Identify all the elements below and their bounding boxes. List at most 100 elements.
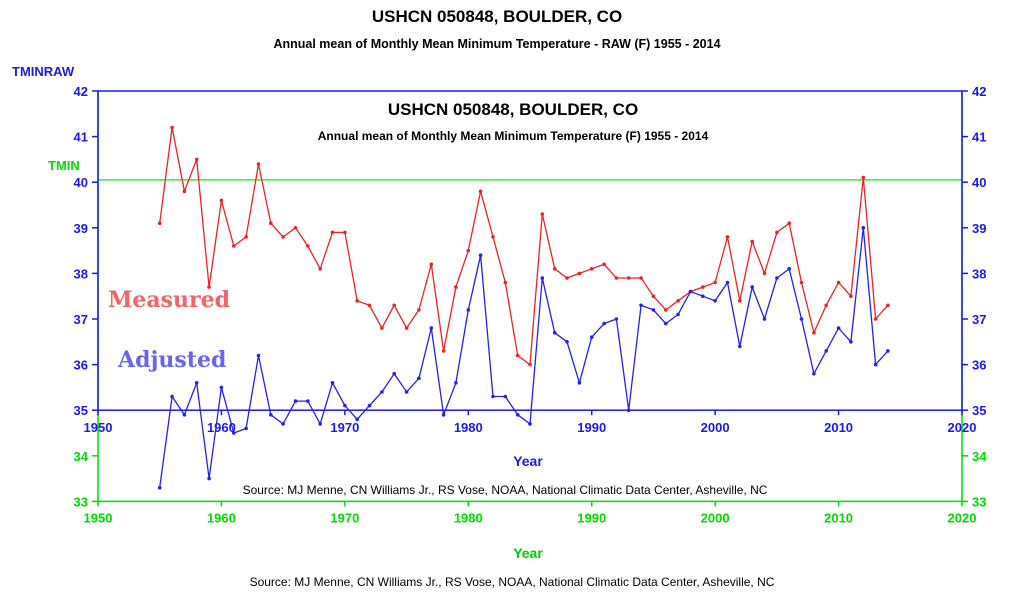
- data-point-adjusted: [232, 431, 236, 435]
- data-point-measured: [170, 125, 174, 130]
- outer-x-tick-label: 2020: [948, 510, 977, 525]
- data-point-measured: [602, 262, 606, 267]
- data-point-adjusted: [244, 426, 248, 431]
- data-point-adjusted: [392, 371, 397, 376]
- outer-x-tick-label: 2000: [701, 510, 730, 525]
- data-point-measured: [194, 157, 199, 162]
- outer-y-tick-label-left: 37: [74, 312, 88, 327]
- outer-y-tick-label-left: 40: [74, 175, 88, 190]
- data-point-measured: [491, 235, 495, 239]
- inner-x-tick-label: 2020: [948, 420, 977, 435]
- data-point-adjusted: [194, 381, 199, 385]
- data-point-adjusted: [380, 390, 384, 394]
- data-point-measured: [577, 271, 582, 276]
- data-point-measured: [849, 294, 853, 299]
- data-point-adjusted: [454, 381, 458, 385]
- data-point-adjusted: [626, 408, 631, 413]
- inner-x-tick-label: 2010: [824, 420, 853, 435]
- data-point-measured: [664, 308, 668, 312]
- data-point-adjusted: [836, 326, 841, 330]
- inner-x-tick-label: 1960: [207, 420, 236, 435]
- outer-y-tick-label-right: 33: [972, 494, 986, 509]
- data-point-adjusted: [170, 394, 174, 399]
- data-point-adjusted: [688, 289, 693, 294]
- data-point-measured: [540, 212, 545, 216]
- data-point-adjusted: [330, 381, 335, 385]
- data-point-measured: [565, 276, 569, 280]
- data-point-measured: [269, 221, 273, 225]
- outer-y-label: TMINRAW: [12, 64, 75, 79]
- adjusted-label: Adjusted: [117, 347, 226, 373]
- outer-title: USHCN 050848, BOULDER, CO: [372, 7, 622, 26]
- inner-source: Source: MJ Menne, CN Williams Jr., RS Vo…: [243, 483, 768, 497]
- data-point-adjusted: [664, 321, 668, 326]
- series-line-adjusted: [159, 227, 889, 488]
- outer-y-tick-label-left: 35: [74, 403, 88, 418]
- outer-y-tick-label-left: 34: [74, 449, 89, 464]
- data-point-measured: [651, 294, 656, 299]
- data-point-adjusted: [849, 340, 853, 344]
- data-point-adjusted: [713, 299, 717, 303]
- data-point-measured: [355, 299, 360, 303]
- inner-x-tick-label: 2000: [701, 420, 730, 435]
- data-point-measured: [614, 276, 619, 280]
- data-point-adjusted: [429, 326, 434, 330]
- data-point-measured: [589, 267, 594, 271]
- data-point-adjusted: [651, 308, 656, 312]
- data-point-adjusted: [824, 349, 828, 353]
- outer-source: Source: MJ Menne, CN Williams Jr., RS Vo…: [250, 575, 775, 589]
- data-point-measured: [244, 235, 248, 239]
- inner-x-tick-label: 1950: [84, 420, 113, 435]
- data-point-adjusted: [281, 422, 285, 426]
- data-point-adjusted: [701, 294, 705, 299]
- data-point-adjusted: [515, 413, 520, 417]
- data-point-adjusted: [725, 280, 730, 285]
- data-point-measured: [713, 280, 717, 285]
- data-point-measured: [478, 189, 483, 194]
- data-point-measured: [306, 244, 310, 248]
- data-point-measured: [738, 299, 742, 303]
- data-point-measured: [380, 326, 384, 330]
- data-point-adjusted: [478, 253, 483, 257]
- data-point-adjusted: [750, 285, 754, 289]
- data-point-measured: [157, 221, 162, 225]
- data-point-measured: [256, 162, 261, 166]
- outer-y-tick-label-right: 41: [972, 130, 986, 145]
- outer-y-tick-label-right: 34: [972, 449, 987, 464]
- outer-y-tick-label-left: 41: [74, 130, 88, 145]
- outer-y-tick-label-right: 38: [972, 266, 986, 281]
- data-point-adjusted: [812, 371, 816, 376]
- data-point-measured: [318, 267, 323, 271]
- outer-y-tick-label-right: 42: [972, 84, 986, 99]
- data-point-measured: [515, 353, 520, 358]
- outer-x-tick-label: 1960: [207, 510, 236, 525]
- outer-y-tick-label-left: 36: [74, 358, 88, 373]
- data-point-measured: [404, 326, 409, 330]
- data-point-measured: [343, 230, 347, 235]
- data-point-measured: [454, 285, 458, 289]
- data-point-adjusted: [738, 344, 742, 349]
- data-point-adjusted: [417, 376, 421, 381]
- inner-subtitle: Annual mean of Monthly Mean Minimum Temp…: [318, 129, 709, 143]
- data-point-adjusted: [639, 303, 643, 308]
- data-point-adjusted: [207, 476, 211, 481]
- data-point-measured: [392, 303, 397, 308]
- data-point-adjusted: [565, 340, 569, 344]
- data-point-measured: [232, 244, 236, 248]
- data-point-measured: [330, 230, 335, 235]
- outer-y-tick-label-left: 33: [74, 494, 88, 509]
- outer-x-tick-label: 1990: [577, 510, 606, 525]
- data-point-measured: [466, 248, 471, 253]
- outer-x-tick-label: 1950: [84, 510, 113, 525]
- data-point-adjusted: [861, 226, 866, 230]
- outer-x-tick-label: 2010: [824, 510, 853, 525]
- outer-y-tick-label-right: 35: [972, 403, 986, 418]
- data-point-measured: [824, 303, 828, 308]
- data-point-adjusted: [293, 399, 298, 403]
- data-point-adjusted: [540, 276, 545, 280]
- data-point-adjusted: [355, 417, 360, 422]
- data-point-measured: [639, 276, 643, 280]
- data-point-adjusted: [306, 399, 310, 403]
- data-point-measured: [441, 349, 446, 353]
- inner-x-tick-label: 1990: [577, 420, 606, 435]
